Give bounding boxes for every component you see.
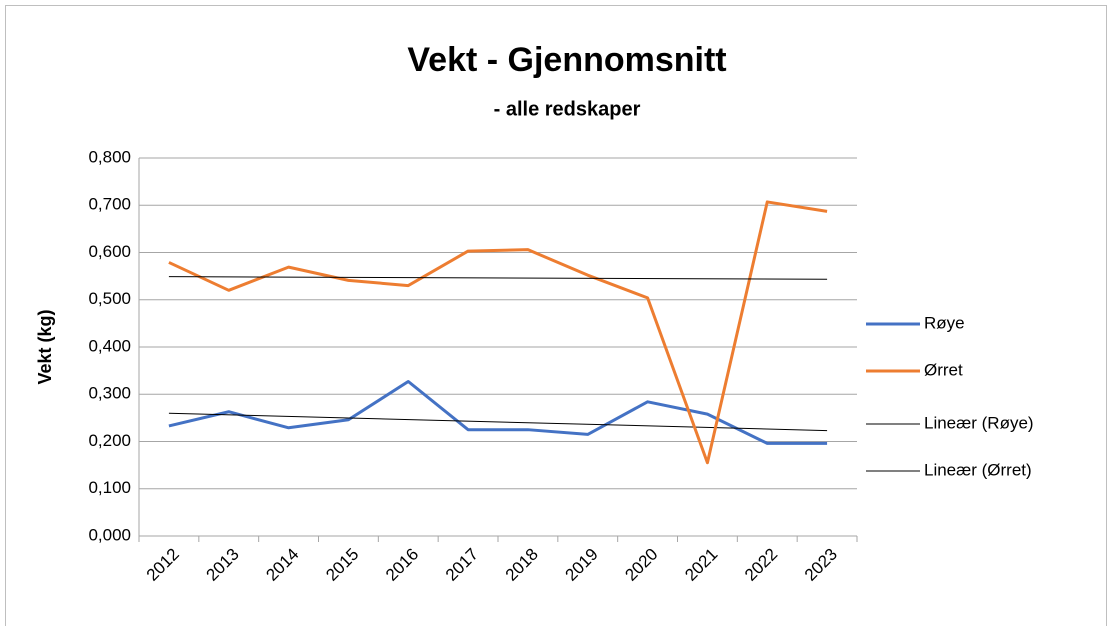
trend-line <box>168 276 828 280</box>
legend-label: Røye <box>924 313 965 332</box>
y-tick-label: 0,200 <box>88 431 131 450</box>
chart-subtitle: - alle redskaper <box>494 98 641 120</box>
series-line <box>168 200 828 465</box>
y-tick-label: 0,800 <box>88 147 131 166</box>
legend-label: Lineær (Ørret) <box>924 460 1032 479</box>
y-tick-label: 0,600 <box>88 242 131 261</box>
chart-title: Vekt - Gjennomsnitt <box>407 41 726 79</box>
legend-label: Lineær (Røye) <box>924 413 1034 432</box>
y-tick-label: 0,400 <box>88 336 131 355</box>
y-tick-label: 0,100 <box>88 478 131 497</box>
y-axis-label: Vekt (kg) <box>35 309 55 384</box>
legend-label: Ørret <box>924 360 963 379</box>
chart-frame <box>5 5 1107 626</box>
y-tick-label: 0,700 <box>88 195 131 214</box>
trend-line <box>168 412 828 432</box>
y-tick-label: 0,000 <box>88 525 131 544</box>
y-tick-label: 0,300 <box>88 384 131 403</box>
y-tick-label: 0,500 <box>88 289 131 308</box>
